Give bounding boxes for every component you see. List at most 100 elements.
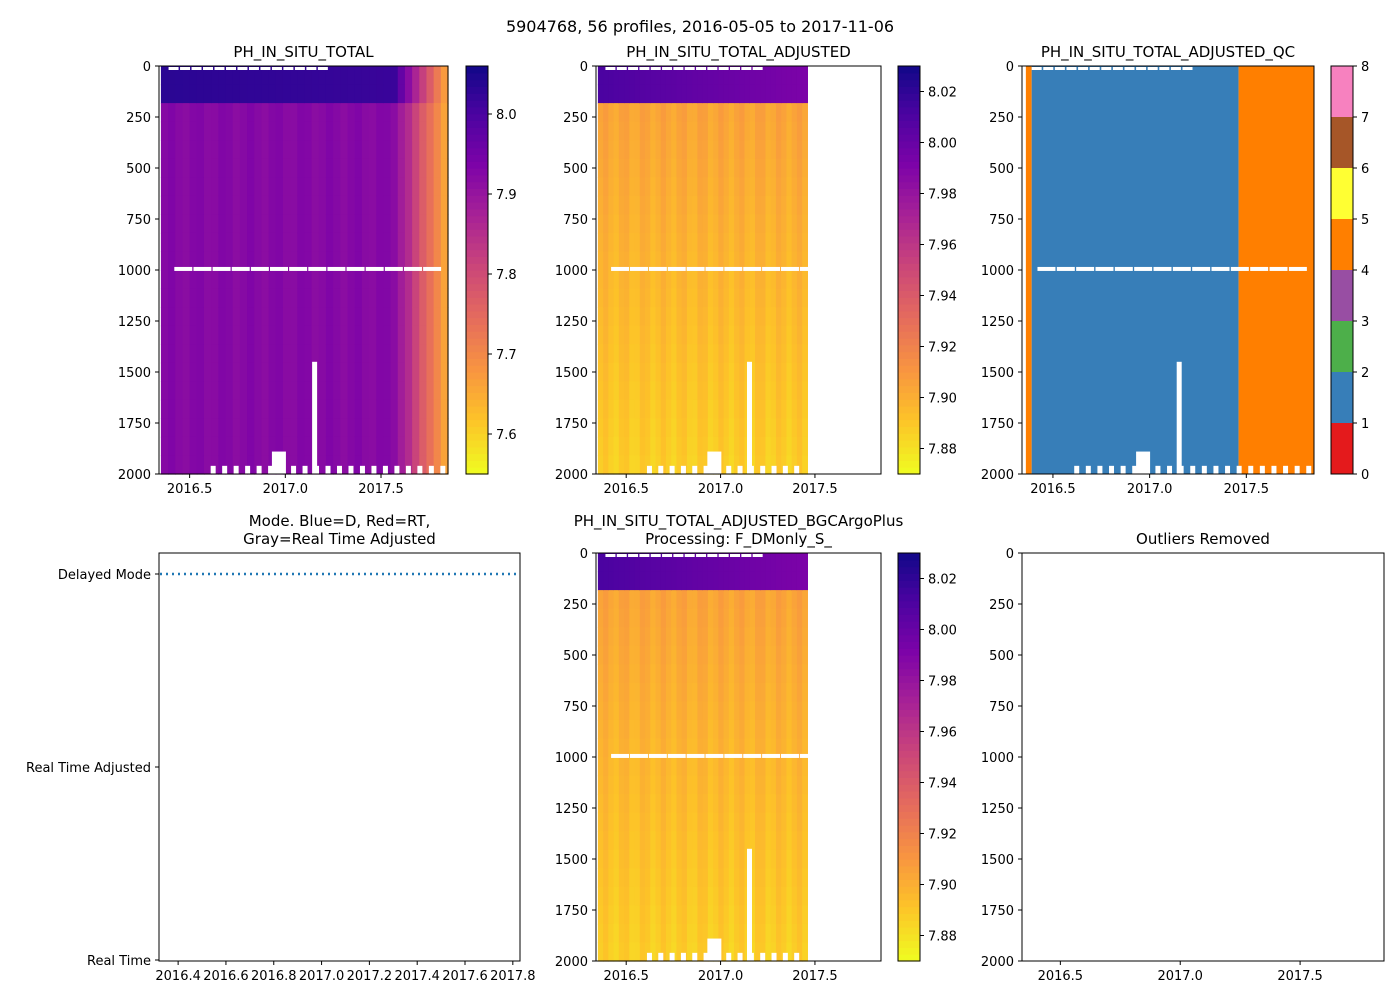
p1-heat-cell: [333, 251, 341, 271]
p2-heat-cell: [650, 177, 657, 197]
p5-heat-cell: [796, 664, 803, 684]
p1-heat-cell: [225, 103, 234, 123]
p1-heat-cell: [419, 288, 428, 308]
p2-heat-cell: [713, 381, 719, 401]
p1-heat-cell: [361, 288, 370, 308]
p1-heat-cell: [433, 121, 442, 141]
p1-heat-cell: [361, 84, 370, 104]
p5-heat-cell: [728, 942, 735, 962]
p1-gap-bottom: [302, 465, 308, 474]
p2-heat-cell: [645, 214, 651, 234]
p2-heat-cell: [634, 418, 641, 438]
p5-heat-cell: [781, 757, 788, 777]
p2-heat-cell: [786, 140, 793, 160]
p2-heat-cell: [597, 121, 604, 141]
p2-heat-cell: [671, 307, 678, 327]
p1-heat-cell: [189, 177, 198, 197]
p5-colorbar-step: [898, 791, 920, 799]
p1-heat-cell: [376, 66, 385, 86]
p5-colorbar-step: [898, 940, 920, 948]
p2-heat-cell: [692, 455, 699, 475]
p2-heat-cell: [734, 84, 740, 104]
p1-heat-cell: [325, 232, 334, 253]
p1-heat-cell: [361, 381, 370, 401]
p2-heat-cell: [660, 381, 667, 401]
p2-heat-cell: [796, 195, 803, 215]
p2-heat-cell: [655, 381, 662, 401]
p2-heat-cell: [597, 344, 604, 364]
p5-heat-cell: [613, 719, 620, 740]
p5-heat-cell: [697, 831, 704, 851]
p1-gap-bottom: [268, 465, 274, 474]
p2-colorbar-step: [898, 378, 920, 387]
p1-heat-cell: [369, 307, 377, 327]
p2-heat-cell: [781, 158, 788, 178]
p2-heat-cell: [660, 270, 667, 290]
p3-panel: 2016.5 2017.0 2017.50250500750100012501500…: [981, 43, 1369, 497]
p2-heat-cell: [765, 455, 772, 475]
p5-heat-cell: [802, 775, 808, 795]
p5-gap-1000: [799, 753, 818, 758]
p2-heat-cell: [765, 251, 772, 271]
p1-heat-cell: [440, 121, 449, 141]
p2-gap-top: [718, 67, 729, 70]
p5-heat-cell: [655, 831, 662, 851]
p1-heat-cell: [203, 436, 212, 457]
p5-heat-cell: [655, 682, 662, 702]
p5-heat-cell: [624, 664, 630, 684]
p2-colorbar-step: [898, 127, 920, 135]
p1-heat-cell: [340, 121, 349, 141]
p5-heat-cell: [723, 682, 730, 702]
p2-heat-cell: [760, 307, 767, 327]
p5-heat-cell: [645, 571, 651, 591]
p1-heat-cell: [261, 325, 270, 345]
p1-heat-cell: [404, 288, 413, 308]
p5-heat-cell: [707, 812, 714, 832]
p2-heat-cell: [629, 251, 636, 271]
p2-heat-cell: [608, 270, 615, 290]
p2-heat-cell: [634, 158, 641, 178]
p2-heat-cell: [608, 214, 615, 234]
p2-heat-cell: [749, 288, 756, 308]
p2-heat-cell: [624, 66, 630, 86]
p5-heat-cell: [597, 942, 604, 962]
p5-heat-cell: [734, 553, 740, 573]
p1-heat-cell: [275, 214, 284, 234]
p3-gap-bottom: [1120, 465, 1126, 474]
p2-heat-cell: [702, 418, 709, 438]
p5-heat-cell: [613, 905, 620, 925]
p2-heat-cell: [802, 381, 808, 401]
p5-heat-cell: [597, 868, 604, 888]
p1-heat-cell: [340, 344, 349, 364]
p5-heat-cell: [786, 553, 793, 573]
p5-heat-cell: [765, 905, 772, 925]
p2-heat-cell: [796, 399, 803, 419]
p1-heat-cell: [376, 103, 385, 123]
p5-heat-cell: [613, 775, 620, 795]
p1-gap-bottom: [359, 465, 365, 474]
p1-heat-cell: [383, 455, 392, 475]
p2-heat-cell: [760, 344, 767, 364]
p1-heat-cell: [218, 84, 227, 104]
p2-heat-cell: [734, 362, 740, 382]
p1-heat-cell: [433, 455, 442, 475]
p2-heat-cell: [802, 103, 808, 123]
p2-gap-block: [707, 451, 722, 474]
p5-heat-cell: [728, 608, 735, 628]
p5-heat-cell: [755, 590, 761, 610]
p1-heat-cell: [318, 66, 327, 86]
p5-heat-cell: [686, 905, 693, 925]
p1-heat-cell: [376, 362, 385, 382]
p5-heat-cell: [618, 923, 625, 944]
p1-heat-cell: [290, 362, 298, 382]
p2-colorbar-step: [898, 317, 920, 325]
p1-colorbar-step: [466, 460, 488, 468]
p5-heat-cell: [791, 645, 798, 665]
p2-heat-cell: [613, 251, 620, 271]
p5-heat-cell: [781, 645, 788, 665]
p2-heat-cell: [597, 232, 604, 253]
p2-heat-cell: [660, 195, 667, 215]
p5-heat-cell: [781, 682, 788, 702]
p1-heat-cell: [361, 455, 370, 475]
p2-heat-cell: [755, 270, 761, 290]
